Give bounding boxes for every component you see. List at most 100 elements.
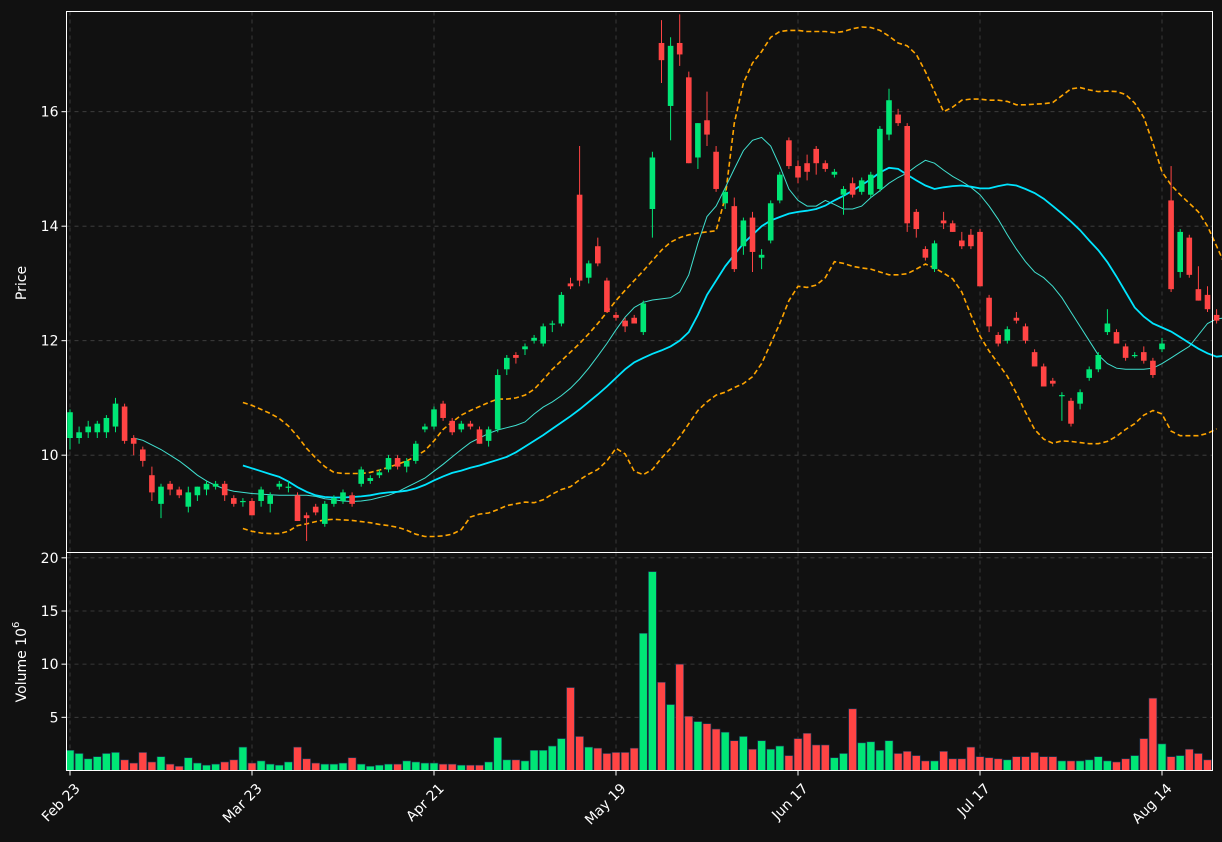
sma-long-line xyxy=(242,166,1222,499)
candle-body xyxy=(1195,289,1202,301)
volume-tick-label: 15 xyxy=(41,604,59,620)
volume-bar xyxy=(912,755,921,771)
candle-body xyxy=(804,163,810,172)
candlesticks xyxy=(67,14,1220,542)
volume-bar xyxy=(611,752,621,771)
volume-panel-frame xyxy=(66,552,1213,771)
candle-body xyxy=(1159,343,1165,350)
candle-body xyxy=(203,483,210,490)
candle-body xyxy=(595,246,601,264)
candle-body xyxy=(868,174,874,195)
volume-bar xyxy=(1003,759,1012,771)
volume-bar xyxy=(1030,752,1039,771)
candle-body xyxy=(749,217,756,252)
candle-body xyxy=(349,495,355,504)
candle-body xyxy=(1068,400,1074,424)
candle-body xyxy=(312,506,319,513)
candle-body xyxy=(258,489,264,501)
candle-body xyxy=(431,409,437,427)
volume-tick-label: 20 xyxy=(41,551,59,567)
candle-body xyxy=(895,114,901,124)
candle-body xyxy=(1031,352,1038,367)
volume-bar xyxy=(447,763,457,771)
volume-bar xyxy=(393,763,402,771)
volume-bar xyxy=(129,762,138,771)
volume-bar xyxy=(1075,760,1085,771)
price-tick-label: 16 xyxy=(41,105,59,121)
volume-bar xyxy=(238,746,248,771)
candle-body xyxy=(367,478,374,481)
candle-body xyxy=(1131,354,1138,357)
volume-bar xyxy=(265,763,275,771)
candle-body xyxy=(1050,380,1056,384)
candle-body xyxy=(767,203,774,241)
candle-body xyxy=(959,240,965,247)
candle-body xyxy=(640,303,647,333)
candle-body xyxy=(1113,332,1120,344)
candle-body xyxy=(1095,354,1102,370)
candle-body xyxy=(158,486,164,504)
candle-body xyxy=(513,354,519,358)
volume-bar xyxy=(957,758,967,771)
volume-bar xyxy=(1094,756,1103,771)
candle-body xyxy=(968,234,974,247)
volume-bar xyxy=(557,738,566,771)
candle-body xyxy=(322,503,328,524)
volume-bar xyxy=(648,571,657,771)
upper-band-line xyxy=(242,26,1222,475)
volume-bar xyxy=(711,728,721,771)
candle-body xyxy=(194,486,201,496)
candle-body xyxy=(340,492,346,501)
candle-body xyxy=(76,432,82,439)
volume-bar xyxy=(366,765,375,771)
volume-bar xyxy=(147,761,157,771)
volume-bar xyxy=(848,708,857,771)
candle-body xyxy=(376,472,383,476)
candle-body xyxy=(394,458,401,467)
volume-bar xyxy=(830,757,839,771)
candle-body xyxy=(886,100,892,135)
candle-body xyxy=(977,231,983,287)
grid-lines xyxy=(66,11,1213,771)
volume-bar xyxy=(739,736,748,771)
volume-bar xyxy=(666,704,675,771)
volume-bar xyxy=(602,753,612,771)
candle-body xyxy=(1013,317,1020,321)
candle-body xyxy=(494,375,501,430)
candle-body xyxy=(1040,366,1047,387)
candle-body xyxy=(576,194,583,281)
candle-body xyxy=(849,183,856,195)
volume-bar xyxy=(930,760,939,771)
volume-bar xyxy=(493,737,502,771)
volume-bar xyxy=(475,764,484,771)
candle-body xyxy=(777,174,783,201)
volume-bar xyxy=(548,745,557,771)
candle-body xyxy=(67,412,73,439)
volume-bar xyxy=(1112,761,1121,771)
candle-body xyxy=(686,77,692,164)
volume-bar xyxy=(720,731,730,771)
volume-bar xyxy=(775,745,785,771)
volume-bar xyxy=(629,747,639,771)
volume-bar xyxy=(975,756,985,771)
volume-bar xyxy=(766,748,775,771)
candle-body xyxy=(949,223,956,232)
price-tick-label: 10 xyxy=(41,448,59,464)
candle-body xyxy=(940,220,947,224)
volume-bar xyxy=(839,753,848,771)
volume-bar xyxy=(893,753,903,771)
volume-bar xyxy=(193,762,202,771)
candle-body xyxy=(467,423,474,427)
volume-bar xyxy=(302,758,311,771)
candle-body xyxy=(795,166,801,178)
candle-body xyxy=(649,157,656,210)
candle-body xyxy=(877,128,883,189)
volume-axis-label: Volume 106 xyxy=(11,622,30,703)
candle-body xyxy=(331,498,337,504)
volume-bar xyxy=(702,723,712,771)
volume-bar xyxy=(220,761,229,771)
volume-bar xyxy=(657,681,666,771)
volume-bar xyxy=(229,759,239,771)
candle-body xyxy=(167,483,173,490)
